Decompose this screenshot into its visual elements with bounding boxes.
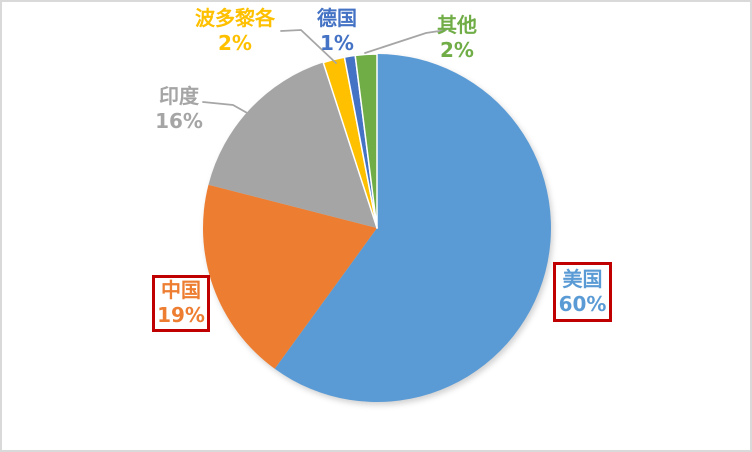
label-germany-pct: 1% (320, 31, 354, 55)
leader-lines (202, 29, 447, 115)
label-usa-name: 美国 (562, 267, 603, 291)
pie-slice-india[interactable] (208, 62, 377, 228)
pie-slice-other[interactable] (354, 53, 378, 229)
label-china-pct: 19% (157, 303, 205, 327)
label-china-name: 中国 (161, 278, 201, 302)
label-other-pct: 2% (440, 38, 474, 62)
pie-slices (203, 53, 552, 402)
label-india: 印度 16% (141, 84, 217, 134)
label-india-name: 印度 (159, 84, 199, 108)
label-puerto-rico-pct: 2% (218, 31, 252, 55)
leader-line-other (364, 29, 447, 54)
label-germany-name: 德国 (317, 6, 357, 30)
callout-usa[interactable]: 美国 60% (553, 262, 612, 322)
label-other: 其他 2% (419, 13, 495, 63)
label-india-pct: 16% (155, 109, 203, 133)
label-other-name: 其他 (437, 13, 477, 37)
label-usa-pct: 60% (558, 292, 607, 316)
label-germany: 德国 1% (299, 6, 375, 56)
leader-line-india (202, 101, 250, 115)
leader-line-puerto-rico (280, 29, 337, 64)
pie-slice-china[interactable] (203, 184, 377, 369)
label-puerto-rico-name: 波多黎各 (195, 6, 275, 30)
label-puerto-rico: 波多黎各 2% (182, 6, 288, 56)
pie-slice-usa[interactable] (274, 53, 552, 402)
callout-china[interactable]: 中国 19% (152, 275, 210, 332)
